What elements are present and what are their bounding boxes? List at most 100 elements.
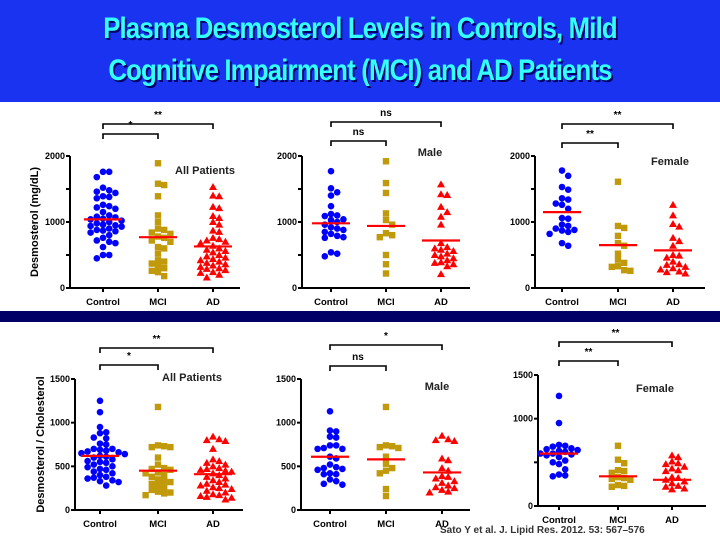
data-point-ad [437, 180, 445, 188]
data-point-control [96, 440, 104, 447]
data-point-mci [154, 442, 162, 449]
data-point-control [555, 392, 563, 400]
data-point-mci [154, 268, 162, 276]
data-point-control [90, 474, 98, 481]
data-point-control [96, 458, 104, 466]
data-point-ad [215, 214, 224, 222]
data-point-ad [681, 269, 690, 277]
panel-title: Female [651, 156, 689, 168]
data-point-ad [215, 220, 224, 228]
data-point-mci [614, 222, 622, 230]
data-point-control [93, 188, 101, 195]
x-tick-label-ad: AD [434, 297, 448, 308]
data-point-control [327, 230, 335, 238]
data-point-mci [376, 470, 383, 477]
data-point-mci [608, 263, 615, 271]
data-point-control [568, 445, 575, 452]
data-point-mci [382, 251, 390, 259]
chart-panel-top-female: 0 1000 2000 Control MCI AD Female ** ** [510, 110, 705, 308]
y-tick-label: 1000 [510, 217, 530, 227]
data-point-ad [669, 233, 677, 241]
data-point-control [93, 254, 101, 262]
data-point-control [90, 468, 98, 475]
data-point-control [333, 232, 341, 240]
data-point-ad [438, 485, 446, 493]
data-point-control [326, 408, 334, 415]
data-point-ad [196, 481, 205, 489]
significance-label: ** [153, 334, 161, 345]
data-point-ad [215, 264, 224, 272]
data-point-control [558, 194, 566, 202]
data-point-control [543, 445, 550, 453]
title-line-2: Cognitive Impairment (MCI) and AD Patien… [108, 54, 612, 87]
data-point-ad [450, 437, 459, 445]
data-point-mci [382, 492, 390, 500]
data-point-mci [621, 224, 628, 232]
data-point-control [561, 442, 569, 450]
significance-bracket [102, 123, 214, 129]
data-point-ad [437, 252, 445, 260]
data-point-control [99, 221, 107, 228]
data-point-mci [621, 460, 628, 467]
data-point-control [549, 459, 557, 466]
data-point-ad [669, 200, 677, 208]
data-point-control [332, 463, 340, 471]
data-point-control [105, 225, 113, 232]
data-point-ad [668, 485, 676, 493]
data-point-mci [382, 467, 390, 474]
data-point-control [546, 230, 553, 238]
data-point-ad [669, 241, 677, 249]
data-point-ad [656, 265, 665, 273]
data-point-mci [154, 160, 162, 167]
data-point-mci [154, 257, 162, 264]
data-point-ad [662, 260, 671, 268]
data-point-ad [221, 460, 230, 468]
data-point-control [333, 250, 341, 257]
y-tick-label: 0 [60, 283, 65, 293]
panel-title: Male [425, 381, 449, 393]
data-point-control [105, 193, 113, 201]
y-tick-label: 1000 [276, 418, 296, 428]
data-point-ad [425, 488, 434, 496]
data-point-ad [437, 239, 445, 247]
data-point-ad [215, 484, 224, 492]
x-tick-label-mci: MCI [377, 519, 394, 530]
data-point-control [84, 463, 91, 471]
data-point-control [332, 442, 340, 449]
data-point-control [564, 228, 572, 236]
data-point-mci [621, 482, 628, 490]
data-point-control [112, 189, 119, 197]
significance-label: ns [380, 108, 392, 119]
y-axis-label: Desmosterol / Cholesterol [35, 376, 47, 512]
data-point-ad [209, 248, 217, 256]
data-point-control [552, 200, 560, 207]
data-point-mci [382, 189, 390, 197]
data-point-control [340, 233, 347, 241]
data-point-mci [148, 443, 155, 451]
x-tick-label-ad: AD [206, 519, 220, 530]
y-axis-label: Desmosterol (mg/dL) [29, 167, 41, 277]
data-point-ad [202, 236, 211, 244]
data-point-mci [614, 250, 622, 257]
data-point-ad [196, 256, 205, 264]
data-point-control [109, 477, 116, 484]
data-point-ad [215, 244, 224, 252]
data-point-ad [438, 471, 446, 479]
data-point-mci [161, 484, 168, 491]
x-tick-label-control: Control [545, 297, 579, 308]
data-point-ad [668, 457, 676, 465]
data-point-ad [661, 467, 670, 475]
data-point-control [93, 226, 101, 234]
data-point-control [96, 471, 104, 479]
data-point-control [339, 445, 346, 453]
data-point-ad [209, 191, 217, 199]
y-tick-label: 2000 [45, 151, 65, 161]
data-point-ad [215, 227, 224, 235]
data-point-ad [443, 262, 452, 270]
panel-title: Male [418, 147, 442, 159]
data-point-mci [161, 464, 168, 472]
data-point-control [105, 251, 113, 259]
data-point-ad [209, 254, 217, 262]
data-point-control [564, 172, 572, 180]
data-point-control [332, 477, 340, 485]
